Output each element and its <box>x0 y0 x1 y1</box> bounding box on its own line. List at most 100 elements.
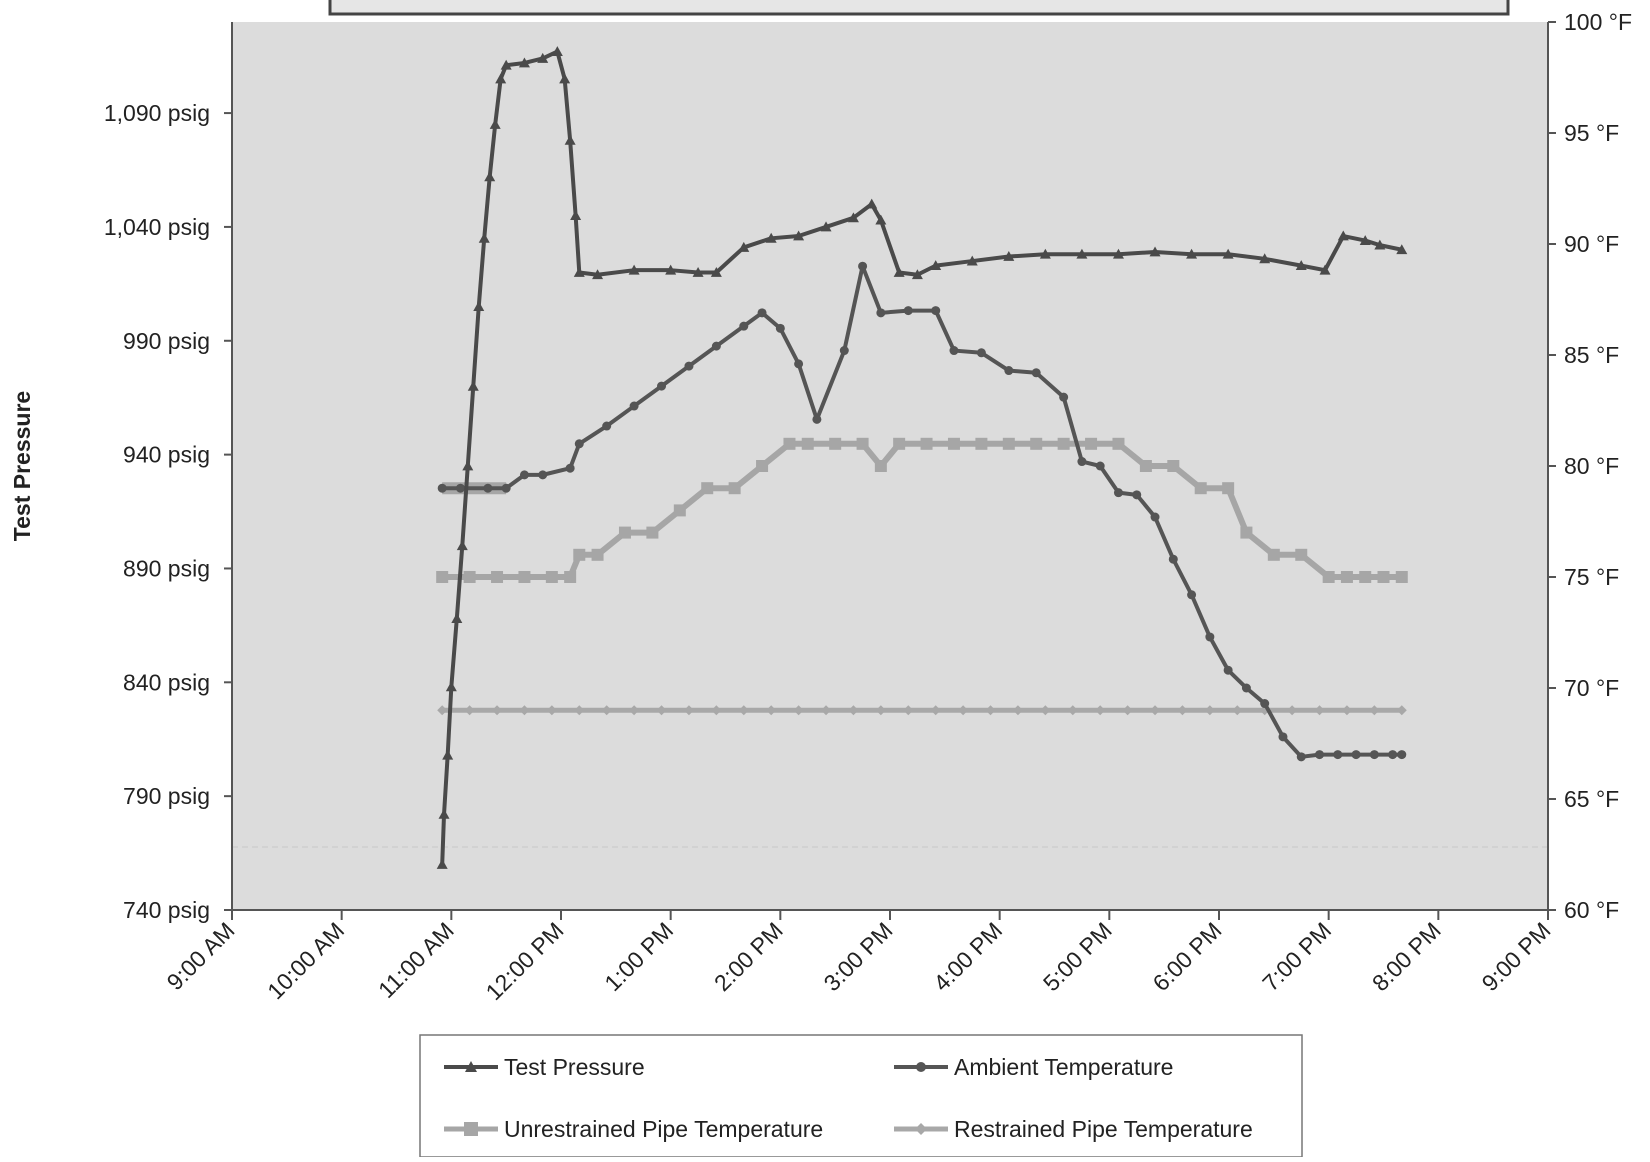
ambient-temperature-point <box>1004 366 1014 376</box>
restrained-pipe-temperature-point <box>1012 705 1023 716</box>
test-pressure-point <box>738 241 750 252</box>
unrestrained-pipe-temperature-point <box>1194 482 1207 495</box>
test-pressure-point <box>1076 248 1088 259</box>
test-pressure-point <box>537 52 549 63</box>
restrained-pipe-temperature-point <box>930 705 941 716</box>
test-pressure-point <box>438 808 450 819</box>
unrestrained-pipe-temperature-point <box>564 571 577 583</box>
test-pressure-point <box>1295 260 1307 271</box>
restrained-pipe-temperature-point <box>1341 705 1352 716</box>
test-pressure-point <box>451 613 463 623</box>
unrestrained-pipe-temperature-point <box>856 437 869 450</box>
ambient-temperature-point <box>1132 490 1142 500</box>
restrained-pipe-temperature-point <box>793 705 804 716</box>
ambient-temperature-point <box>455 483 465 493</box>
restrained-pipe-temperature-point <box>601 705 612 716</box>
ambient-temperature-point <box>1351 750 1361 760</box>
x-tick-label: 2:00 PM <box>709 917 788 996</box>
test-pressure-point <box>793 230 805 241</box>
x-tick-label: 9:00 PM <box>1477 917 1556 996</box>
test-pressure-point <box>484 171 496 182</box>
unrestrained-pipe-temperature-point <box>545 571 558 583</box>
unrestrained-pipe-temperature-point <box>436 571 449 583</box>
unrestrained-pipe-temperature-point <box>1322 571 1335 583</box>
ambient-temperature-point <box>538 470 548 480</box>
unrestrained-pipe-temperature-point <box>646 526 659 539</box>
ambient-temperature-point <box>739 321 749 331</box>
ambient-temperature-point <box>657 381 667 391</box>
unrestrained-pipe-temperature-point <box>1340 571 1353 583</box>
ambient-temperature-point <box>757 308 767 318</box>
test-pressure-point <box>592 269 604 280</box>
y2-tick-label: 90 °F <box>1564 231 1619 257</box>
legend-item: Restrained Pipe Temperature <box>894 1116 1253 1142</box>
legend-label: Restrained Pipe Temperature <box>954 1116 1253 1142</box>
ambient-temperature-point <box>839 346 849 356</box>
y-tick-label: 940 psig <box>123 442 210 468</box>
ambient-temperature-point <box>1031 368 1041 378</box>
test-pressure-point <box>573 266 585 277</box>
ambient-temperature-point <box>574 439 584 449</box>
test-pressure-point <box>462 460 474 471</box>
x-tick-label: 9:00 AM <box>161 917 239 995</box>
x-tick-label: 4:00 PM <box>928 917 1007 996</box>
unrestrained-pipe-temperature-point <box>1002 437 1015 450</box>
unrestrained-pipe-temperature-point <box>618 526 631 539</box>
legend-circle-marker <box>916 1062 926 1072</box>
restrained-pipe-temperature-point <box>903 705 914 716</box>
restrained-pipe-temperature-point <box>464 705 475 716</box>
restrained-pipe-temperature-point <box>656 705 667 716</box>
ambient-temperature-point <box>1241 683 1251 693</box>
restrained-pipe-temperature-point <box>958 705 969 716</box>
ambient-temperature-point <box>1113 488 1123 498</box>
ambient-temperature-point <box>1095 461 1105 471</box>
legend-item: Ambient Temperature <box>894 1054 1173 1080</box>
test-pressure-point <box>500 59 512 70</box>
y2-tick-label: 80 °F <box>1564 453 1619 479</box>
ambient-temperature-point <box>876 308 886 318</box>
y-tick-label: 840 psig <box>123 669 210 695</box>
restrained-pipe-temperature-point <box>738 705 749 716</box>
legend-square-marker <box>464 1122 478 1136</box>
restrained-pipe-temperature-point <box>1232 705 1243 716</box>
test-pressure-point <box>1003 251 1015 261</box>
legend-label: Ambient Temperature <box>954 1054 1173 1080</box>
unrestrained-pipe-temperature-point <box>1112 437 1125 450</box>
unrestrained-pipe-temperature-point <box>701 482 714 495</box>
ambient-temperature-point <box>565 463 575 473</box>
y-axis-title: Test Pressure <box>9 391 35 541</box>
test-pressure-point <box>665 264 677 275</box>
y-tick-label: 990 psig <box>123 328 210 354</box>
y2-tick-label: 65 °F <box>1564 786 1619 812</box>
test-pressure-point <box>1222 248 1234 259</box>
unrestrained-pipe-temperature-point <box>1167 460 1180 472</box>
legend-item: Test Pressure <box>444 1054 645 1080</box>
unrestrained-pipe-temperature-point <box>874 460 887 472</box>
unrestrained-pipe-temperature-point <box>1359 571 1372 583</box>
y2-tick-label: 85 °F <box>1564 342 1619 368</box>
ambient-temperature-point <box>775 323 785 333</box>
x-tick-label: 5:00 PM <box>1038 917 1117 996</box>
x-tick-label: 7:00 PM <box>1257 917 1336 996</box>
ambient-temperature-point <box>437 483 447 493</box>
test-pressure-point <box>930 260 942 271</box>
test-pressure-point <box>820 221 832 232</box>
test-pressure-point <box>893 266 905 277</box>
unrestrained-pipe-temperature-point <box>783 437 796 450</box>
test-pressure-point <box>570 210 582 220</box>
legend-item: Unrestrained Pipe Temperature <box>444 1116 823 1142</box>
ambient-temperature-point <box>903 306 913 316</box>
restrained-pipe-temperature-point <box>1396 705 1407 716</box>
ambient-temperature-point <box>1296 752 1306 762</box>
unrestrained-pipe-temperature-point <box>463 571 476 583</box>
ambient-temperature-point <box>1369 750 1379 760</box>
ambient-temperature-point <box>949 346 959 356</box>
restrained-pipe-temperature-series <box>437 705 1407 716</box>
unrestrained-pipe-temperature-point <box>1295 548 1308 561</box>
test-pressure-point <box>628 264 640 275</box>
test-pressure-point <box>445 681 457 692</box>
y-tick-label: 1,090 psig <box>104 100 210 126</box>
restrained-pipe-temperature-point <box>1369 705 1380 716</box>
